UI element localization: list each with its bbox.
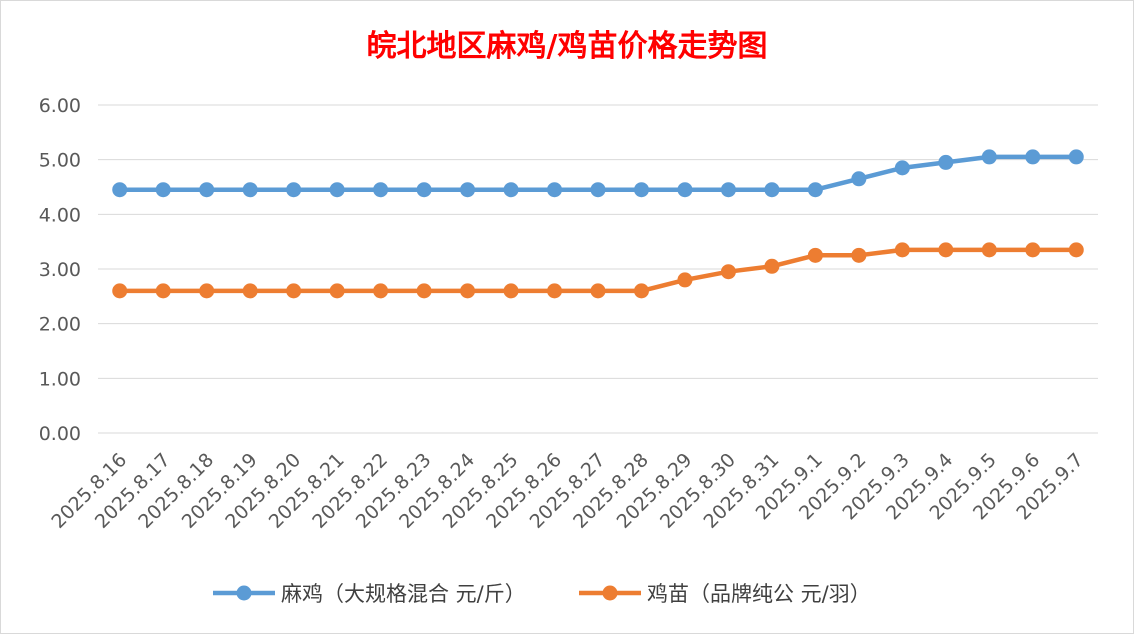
legend: 麻鸡（大规格混合 元/斤） 鸡苗（品牌纯公 元/羽） [213, 582, 871, 606]
data-point [633, 283, 649, 299]
x-axis: 2025.8.162025.8.172025.8.182025.8.192025… [47, 449, 1087, 533]
legend-item: 麻鸡（大规格混合 元/斤） [213, 582, 526, 606]
data-point [720, 264, 736, 280]
data-point [677, 272, 693, 288]
data-point [286, 182, 302, 198]
y-tick-label: 2.00 [39, 314, 81, 336]
data-point [677, 182, 693, 198]
data-point [894, 160, 910, 176]
data-point [329, 283, 345, 299]
data-point [460, 182, 476, 198]
data-point [242, 182, 258, 198]
y-tick-label: 6.00 [39, 95, 81, 117]
data-point [807, 182, 823, 198]
y-tick-label: 5.00 [39, 150, 81, 172]
data-point [590, 182, 606, 198]
y-tick-label: 0.00 [39, 423, 81, 445]
data-point [503, 182, 519, 198]
data-point [155, 283, 171, 299]
data-point [1068, 242, 1084, 258]
series-1 [112, 149, 1084, 198]
legend-label: 鸡苗（品牌纯公 元/羽） [647, 582, 871, 606]
y-tick-label: 3.00 [39, 259, 81, 281]
data-point [460, 283, 476, 299]
series-group [112, 149, 1084, 299]
data-point [373, 283, 389, 299]
data-point [199, 182, 215, 198]
data-point [851, 247, 867, 263]
y-axis: 0.00 1.00 2.00 3.00 4.00 5.00 6.00 [39, 95, 81, 445]
data-point [807, 247, 823, 263]
legend-marker [236, 585, 252, 601]
data-point [373, 182, 389, 198]
legend-label: 麻鸡（大规格混合 元/斤） [281, 582, 526, 606]
series-2 [112, 242, 1084, 299]
data-point [590, 283, 606, 299]
data-point [286, 283, 302, 299]
y-tick-label: 4.00 [39, 204, 81, 226]
data-point [155, 182, 171, 198]
data-point [764, 182, 780, 198]
data-point [1025, 149, 1041, 165]
data-point [1025, 242, 1041, 258]
data-point [112, 182, 128, 198]
chart-title: 皖北地区麻鸡/鸡苗价格走势图 [367, 29, 768, 64]
data-point [416, 283, 432, 299]
legend-marker [602, 585, 618, 601]
data-point [851, 171, 867, 187]
data-point [981, 242, 997, 258]
data-point [199, 283, 215, 299]
data-point [112, 283, 128, 299]
data-point [764, 258, 780, 274]
data-point [633, 182, 649, 198]
data-point [1068, 149, 1084, 165]
data-point [547, 182, 563, 198]
data-point [416, 182, 432, 198]
data-point [720, 182, 736, 198]
y-tick-label: 1.00 [39, 368, 81, 390]
data-point [547, 283, 563, 299]
legend-item: 鸡苗（品牌纯公 元/羽） [579, 582, 871, 606]
data-point [894, 242, 910, 258]
data-point [938, 242, 954, 258]
grid [98, 104, 1098, 434]
data-point [981, 149, 997, 165]
data-point [938, 154, 954, 170]
data-point [503, 283, 519, 299]
data-point [329, 182, 345, 198]
data-point [242, 283, 258, 299]
